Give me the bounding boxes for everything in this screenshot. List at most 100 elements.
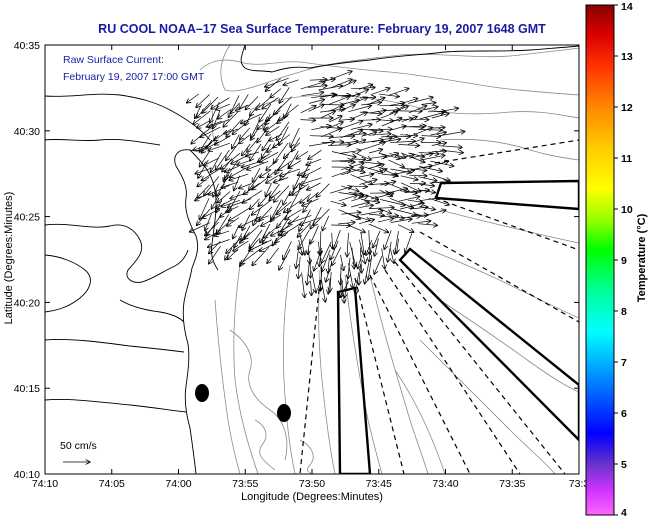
current-vector [371, 138, 392, 143]
current-vector [244, 224, 260, 239]
current-vector [217, 191, 231, 203]
current-vector [280, 168, 301, 176]
x-tick-label: 74:10 [32, 478, 58, 490]
colorbar-tick-label: 10 [621, 204, 633, 216]
current-vector [328, 278, 330, 294]
current-vector [391, 208, 417, 216]
x-tick-label: 73:40 [432, 478, 458, 490]
current-vector [265, 77, 289, 87]
current-vector [408, 97, 433, 104]
current-vector [269, 133, 283, 141]
current-vector [233, 240, 249, 251]
current-vector [279, 87, 290, 103]
scale-label: 50 cm/s [60, 440, 97, 452]
current-vector [388, 241, 392, 262]
current-vector [252, 167, 261, 182]
y-axis: 40:35 40:30 40:25 40:20 40:15 40:10 Latitude … [3, 40, 579, 481]
current-vector [288, 190, 300, 213]
x-tick-label: 74:05 [99, 478, 125, 490]
current-vector [265, 183, 272, 196]
current-vector [199, 150, 211, 167]
map-title: RU COOL NOAA–17 Sea Surface Temperature:… [98, 22, 546, 36]
current-vector [213, 183, 219, 197]
current-vector [389, 247, 394, 264]
current-vector [370, 169, 387, 175]
current-vector [204, 176, 220, 196]
current-vector [398, 155, 414, 159]
current-vector [226, 238, 241, 253]
current-vector [306, 158, 322, 165]
x-tick-label: 73:45 [366, 478, 392, 490]
current-vector [332, 247, 342, 265]
current-vector [241, 161, 261, 168]
current-vector [350, 174, 373, 184]
current-vector [328, 96, 350, 105]
current-vector [320, 95, 336, 98]
current-vector [408, 127, 424, 128]
current-vector [399, 191, 417, 194]
current-vector [249, 239, 273, 251]
current-vector [348, 106, 371, 113]
current-vector [283, 79, 299, 85]
current-vector [229, 173, 249, 180]
current-vector [297, 221, 312, 237]
current-vector [331, 151, 356, 158]
current-vector [338, 195, 358, 202]
current-vector [227, 217, 240, 227]
current-vector [283, 241, 292, 259]
current-vector [266, 158, 279, 170]
current-vector [266, 126, 280, 135]
current-vector [201, 167, 221, 180]
current-vector [340, 254, 344, 271]
station-marker [277, 404, 291, 422]
current-vector [390, 141, 415, 143]
x-tick-label: 73:55 [232, 478, 258, 490]
current-vector [360, 231, 365, 255]
current-vector [390, 168, 412, 173]
current-vector [384, 230, 392, 249]
current-vector [410, 127, 433, 137]
current-vector [389, 197, 414, 207]
current-vector [418, 190, 436, 193]
current-vector [360, 129, 383, 131]
current-vector [321, 128, 342, 138]
current-vector [270, 205, 282, 222]
colorbar-tick-label: 11 [621, 153, 632, 165]
current-vector [321, 241, 332, 263]
current-vector [319, 247, 321, 267]
current-vector [330, 200, 346, 205]
current-vector [430, 160, 453, 166]
current-vector [320, 270, 322, 291]
current-vector [262, 231, 270, 244]
current-vector [380, 199, 405, 205]
current-vector [240, 127, 251, 140]
current-vector [405, 233, 413, 253]
y-tick-label: 40:25 [14, 212, 40, 224]
current-vector [201, 134, 219, 153]
current-vector [280, 169, 292, 181]
current-vector [221, 199, 241, 207]
current-vector [407, 138, 424, 145]
current-vector [200, 126, 221, 137]
current-vector [390, 219, 412, 223]
current-vector [341, 141, 359, 143]
current-vector [214, 135, 231, 145]
current-vector [227, 248, 239, 260]
current-vector [267, 167, 281, 178]
colorbar-tick-label: 4 [621, 507, 627, 519]
current-vector [307, 86, 327, 88]
current-vector [205, 214, 212, 231]
current-vector [210, 101, 220, 123]
current-vector [276, 121, 290, 141]
current-vector [229, 207, 250, 221]
current-vector [270, 88, 282, 98]
current-vector [300, 106, 316, 114]
current-vector [205, 221, 219, 236]
current-vector [387, 88, 409, 96]
current-vector [308, 104, 325, 112]
current-vector [264, 121, 279, 132]
current-vector [202, 208, 220, 218]
current-vector [360, 211, 383, 216]
current-vector [329, 116, 342, 123]
current-vector [341, 100, 360, 105]
